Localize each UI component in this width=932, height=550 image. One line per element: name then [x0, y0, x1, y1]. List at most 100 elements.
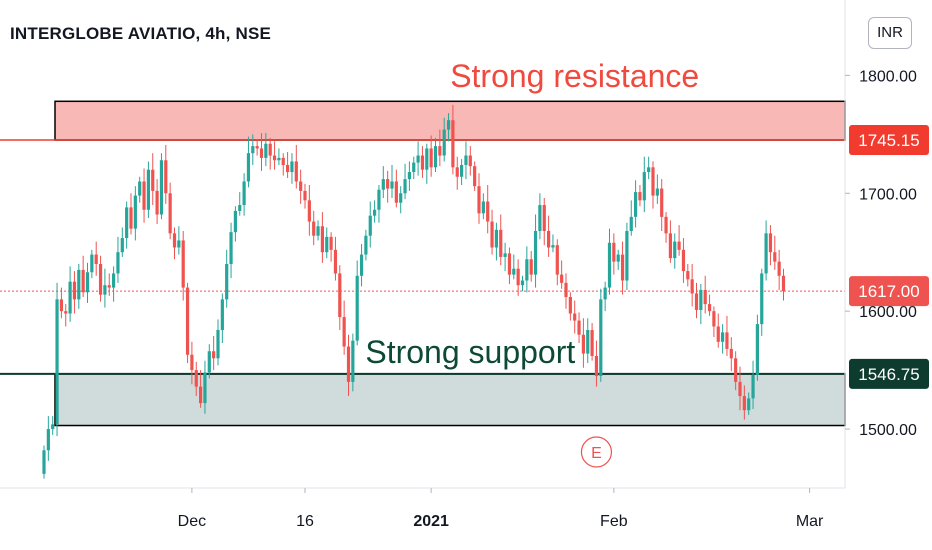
candle-body	[612, 242, 616, 262]
candle-body	[429, 148, 433, 168]
candle-body	[555, 245, 559, 275]
candle-body	[607, 242, 612, 288]
support-price-box	[849, 358, 929, 389]
candle-body	[168, 193, 172, 234]
candle-body	[255, 146, 259, 149]
candle-body	[368, 215, 372, 236]
candle-body	[768, 233, 773, 253]
candle-body	[473, 166, 477, 187]
candle-body	[420, 155, 425, 170]
candle-body	[634, 192, 638, 217]
symbol-title[interactable]: INTERGLOBE AVIATIO, 4h, NSE	[10, 24, 272, 43]
candle-body	[46, 429, 50, 451]
candle-body	[620, 254, 625, 281]
last-price-label: 1617.00	[858, 282, 919, 301]
candle-body	[764, 233, 768, 274]
support-price-label: 1546.75	[858, 365, 919, 384]
x-tick-label: 2021	[413, 513, 449, 530]
candle-body	[246, 153, 251, 182]
candle-body	[516, 268, 520, 286]
y-tick-label: 1700.00	[859, 186, 917, 203]
candle-body	[673, 241, 677, 259]
candle-body	[307, 200, 311, 222]
candle-body	[586, 330, 590, 354]
candle-body	[64, 311, 68, 314]
candle-body	[703, 289, 707, 305]
candle-body	[594, 355, 599, 376]
candle-body	[581, 334, 585, 354]
candle-body	[751, 374, 755, 399]
candle-body	[512, 268, 516, 275]
candle-body	[681, 249, 686, 272]
candle-body	[647, 167, 651, 173]
candle-body	[394, 181, 398, 203]
resistance-annotation: Strong resistance	[450, 58, 699, 94]
candle-body	[303, 190, 307, 201]
candle-body	[190, 354, 194, 371]
candle-body	[668, 233, 672, 259]
candle-body	[177, 240, 181, 248]
candle-body	[216, 330, 220, 359]
candle-body	[577, 320, 581, 335]
candle-body	[438, 146, 442, 156]
candle-body	[103, 285, 107, 295]
candle-body	[51, 424, 55, 430]
candle-body	[220, 299, 224, 331]
x-tick-label: 16	[296, 513, 314, 530]
candle-body	[499, 229, 503, 257]
candle-body	[433, 146, 438, 168]
candle-body	[694, 293, 699, 310]
candle-body	[120, 238, 124, 253]
candle-body	[133, 195, 137, 229]
candle-body	[725, 332, 729, 349]
candle-body	[90, 254, 94, 273]
candle-body	[129, 207, 133, 229]
candle-body	[712, 311, 716, 327]
candle-body	[233, 210, 237, 233]
candle-body	[660, 188, 664, 217]
candle-body	[116, 252, 120, 274]
candle-body	[616, 254, 620, 262]
candle-body	[573, 313, 577, 321]
candle-body	[503, 253, 507, 257]
candle-body	[734, 358, 738, 382]
candle-body	[481, 201, 485, 214]
candle-body	[412, 162, 416, 173]
candle-body	[625, 230, 629, 281]
candle-body	[755, 324, 759, 375]
candle-body	[655, 188, 659, 196]
candle-body	[547, 230, 551, 248]
candle-body	[59, 299, 63, 312]
candle-body	[442, 129, 446, 156]
candle-body	[377, 189, 381, 210]
candle-body	[721, 332, 725, 342]
candle-body	[203, 372, 207, 404]
candle-body	[316, 226, 320, 236]
candle-body	[364, 235, 368, 255]
candles	[42, 104, 786, 479]
candle-body	[268, 143, 272, 156]
candle-body	[42, 450, 46, 474]
candle-body	[677, 241, 681, 250]
candle-body	[290, 161, 294, 173]
candle-body	[777, 261, 781, 276]
candle-body	[529, 259, 533, 275]
candle-body	[107, 285, 111, 288]
event-marker-circle	[580, 436, 613, 468]
candle-body	[272, 155, 277, 161]
candle-body	[560, 274, 564, 283]
currency-button[interactable]: INR	[868, 17, 912, 49]
candle-body	[407, 172, 411, 180]
candle-body	[460, 164, 464, 177]
candle-body	[207, 351, 211, 373]
candle-body	[373, 209, 377, 216]
candle-body	[446, 120, 451, 130]
candle-body	[194, 370, 198, 387]
candle-body	[716, 326, 720, 342]
candle-body	[507, 253, 512, 275]
x-tick-label: Mar	[796, 513, 824, 530]
candle-body	[686, 271, 690, 280]
candle-body	[760, 273, 764, 325]
candle-body	[520, 280, 525, 286]
